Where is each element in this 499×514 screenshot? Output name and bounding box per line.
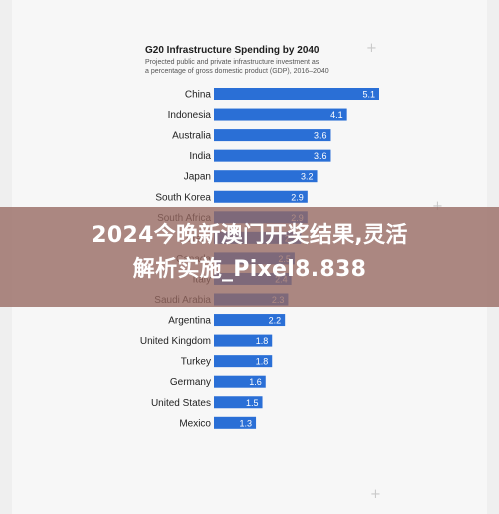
bar xyxy=(214,396,263,409)
category-label: India xyxy=(189,151,211,162)
value-label: 2.9 xyxy=(291,192,304,202)
category-label: South Korea xyxy=(155,192,211,203)
value-label: 1.5 xyxy=(246,398,259,408)
category-label: Germany xyxy=(170,377,211,388)
category-label: Indonesia xyxy=(168,110,212,121)
category-label: United States xyxy=(151,398,211,409)
category-label: Japan xyxy=(184,172,211,183)
bar xyxy=(214,190,308,203)
category-label: Mexico xyxy=(179,418,211,429)
category-label: Argentina xyxy=(168,316,211,327)
value-label: 1.3 xyxy=(240,418,253,428)
bar xyxy=(214,334,273,347)
decorative-plus-icon: + xyxy=(432,200,443,213)
category-label: China xyxy=(185,90,212,101)
bar xyxy=(214,129,331,142)
bar xyxy=(214,170,318,183)
value-label: 1.6 xyxy=(249,377,262,387)
category-label: Australia xyxy=(172,131,211,142)
value-label: 1.8 xyxy=(256,336,269,346)
value-label: 2.2 xyxy=(269,316,282,326)
value-label: 3.6 xyxy=(314,131,327,141)
bar xyxy=(214,314,286,327)
decorative-plus-icon: + xyxy=(370,487,381,502)
value-label: 5.1 xyxy=(362,90,375,100)
overlay-text: 2024今晚新澳门开奖结果,灵活 解析实施_Pixel8.838 xyxy=(0,219,499,287)
overlay-banner: 2024今晚新澳门开奖结果,灵活 解析实施_Pixel8.838 xyxy=(0,207,499,307)
value-label: 3.2 xyxy=(301,172,314,182)
category-label: Turkey xyxy=(181,357,211,368)
overlay-line-1: 2024今晚新澳门开奖结果,灵活 xyxy=(91,223,408,248)
value-label: 3.6 xyxy=(314,151,327,161)
chart-title: G20 Infrastructure Spending by 2040 xyxy=(145,45,320,56)
decorative-plus-icon: + xyxy=(366,41,377,56)
bar xyxy=(214,355,273,368)
bar xyxy=(214,88,379,100)
bar xyxy=(214,108,347,121)
value-label: 4.1 xyxy=(330,110,343,120)
bar xyxy=(214,416,257,429)
bar xyxy=(214,149,331,162)
overlay-line-2: 解析实施_Pixel8.838 xyxy=(132,257,367,282)
chart-subtitle: Projected public and private infrastruct… xyxy=(145,59,329,75)
category-label: United Kingdom xyxy=(140,336,211,347)
bar xyxy=(214,375,266,388)
value-label: 1.8 xyxy=(256,357,269,367)
